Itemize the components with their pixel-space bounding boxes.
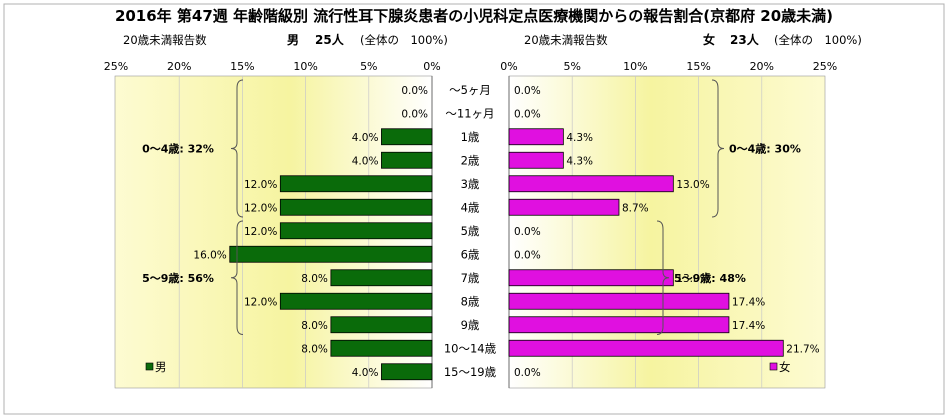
- left-tick-label: 10%: [293, 60, 317, 73]
- right-brace-label: 0～4歳: 30%: [729, 142, 801, 156]
- female-bar: [508, 175, 674, 193]
- male-bar: [381, 128, 433, 146]
- category-label: 4歳: [461, 200, 480, 214]
- male-data-label: 12.0%: [244, 202, 277, 214]
- category-label: 2歳: [461, 153, 480, 167]
- male-data-label: 4.0%: [352, 367, 379, 379]
- female-data-label: 13.0%: [676, 273, 709, 285]
- male-bar: [330, 316, 433, 334]
- left-count: 25人: [315, 32, 345, 47]
- left-age-brace: [230, 220, 244, 335]
- female-data-label: 0.0%: [514, 85, 541, 97]
- right-age-brace: [656, 220, 670, 335]
- category-label: 9歳: [461, 318, 480, 332]
- male-data-label: 0.0%: [401, 108, 428, 120]
- female-data-label: 4.3%: [566, 132, 593, 144]
- category-label: 7歳: [461, 271, 480, 285]
- male-data-label: 8.0%: [301, 343, 328, 355]
- right-count: 23人: [730, 32, 760, 47]
- female-data-label: 17.4%: [732, 296, 765, 308]
- left-tick-label: 0%: [423, 60, 440, 73]
- left-tick-label: 5%: [360, 60, 377, 73]
- female-data-label: 0.0%: [514, 367, 541, 379]
- left-subtitle: 20歳未満報告数: [123, 33, 207, 47]
- female-data-label: 0.0%: [514, 249, 541, 261]
- male-bar: [279, 198, 433, 216]
- left-tick-label: 15%: [230, 60, 254, 73]
- male-data-label: 4.0%: [352, 132, 379, 144]
- male-data-label: 12.0%: [244, 226, 277, 238]
- left-tick-label: 20%: [167, 60, 191, 73]
- female-bar: [508, 269, 674, 287]
- male-bar: [381, 151, 433, 169]
- male-data-label: 8.0%: [301, 273, 328, 285]
- category-label: 3歳: [461, 177, 480, 191]
- female-bar: [508, 292, 730, 310]
- male-data-label: 12.0%: [244, 179, 277, 191]
- male-data-label: 4.0%: [352, 155, 379, 167]
- male-bar: [381, 363, 433, 381]
- category-label: ～5ヶ月: [449, 83, 491, 97]
- left-sex-label: 男: [287, 33, 299, 47]
- female-data-label: 0.0%: [514, 226, 541, 238]
- male-bar: [330, 339, 433, 357]
- female-bar: [508, 339, 784, 357]
- female-data-label: 4.3%: [566, 155, 593, 167]
- male-bar: [279, 222, 433, 240]
- right-tick-label: 15%: [686, 60, 710, 73]
- legend-swatch-male: [145, 362, 154, 371]
- left-brace-label: 0～4歳: 32%: [142, 142, 214, 156]
- female-bar: [508, 198, 620, 216]
- male-bar: [330, 269, 433, 287]
- right-tick-label: 20%: [750, 60, 774, 73]
- right-tick-label: 25%: [813, 60, 837, 73]
- left-age-brace: [230, 79, 244, 218]
- right-brace-label: 5～9歳: 48%: [674, 271, 746, 285]
- left-brace-label: 5～9歳: 56%: [142, 271, 214, 285]
- male-bar: [229, 245, 433, 263]
- right-sex-label: 女: [703, 32, 715, 47]
- category-label: 6歳: [461, 247, 480, 261]
- category-label: ～11ヶ月: [445, 106, 494, 120]
- left-tick-label: 25%: [104, 60, 128, 73]
- male-data-label: 12.0%: [244, 296, 277, 308]
- female-bar: [508, 316, 730, 334]
- category-label: 5歳: [461, 224, 480, 238]
- female-data-label: 21.7%: [786, 343, 819, 355]
- category-label: 15～19歳: [444, 365, 497, 379]
- right-subtitle: 20歳未満報告数: [524, 33, 608, 47]
- right-total: (全体の 100%): [774, 33, 862, 47]
- right-tick-label: 10%: [623, 60, 647, 73]
- legend-label-female: 女: [779, 360, 791, 374]
- legend-swatch-female: [769, 362, 778, 371]
- right-plot-area: [508, 75, 826, 389]
- male-data-label: 0.0%: [401, 85, 428, 97]
- female-bar: [508, 128, 564, 146]
- male-data-label: 16.0%: [193, 249, 226, 261]
- female-data-label: 17.4%: [732, 320, 765, 332]
- right-tick-label: 5%: [563, 60, 580, 73]
- male-data-label: 8.0%: [301, 320, 328, 332]
- female-data-label: 0.0%: [514, 108, 541, 120]
- category-label: 10～14歳: [444, 341, 497, 355]
- legend-label-male: 男: [155, 360, 167, 374]
- female-bar: [508, 151, 564, 169]
- category-label: 8歳: [461, 294, 480, 308]
- right-age-brace: [711, 79, 725, 218]
- category-label: 1歳: [461, 130, 480, 144]
- male-bar: [279, 175, 433, 193]
- female-data-label: 13.0%: [676, 179, 709, 191]
- chart-title: 2016年 第47週 年齢階級別 流行性耳下腺炎患者の小児科定点医療機関からの報…: [115, 7, 833, 25]
- female-data-label: 8.7%: [622, 202, 649, 214]
- left-total: (全体の 100%): [360, 33, 448, 47]
- male-bar: [279, 292, 433, 310]
- right-tick-label: 0%: [500, 60, 517, 73]
